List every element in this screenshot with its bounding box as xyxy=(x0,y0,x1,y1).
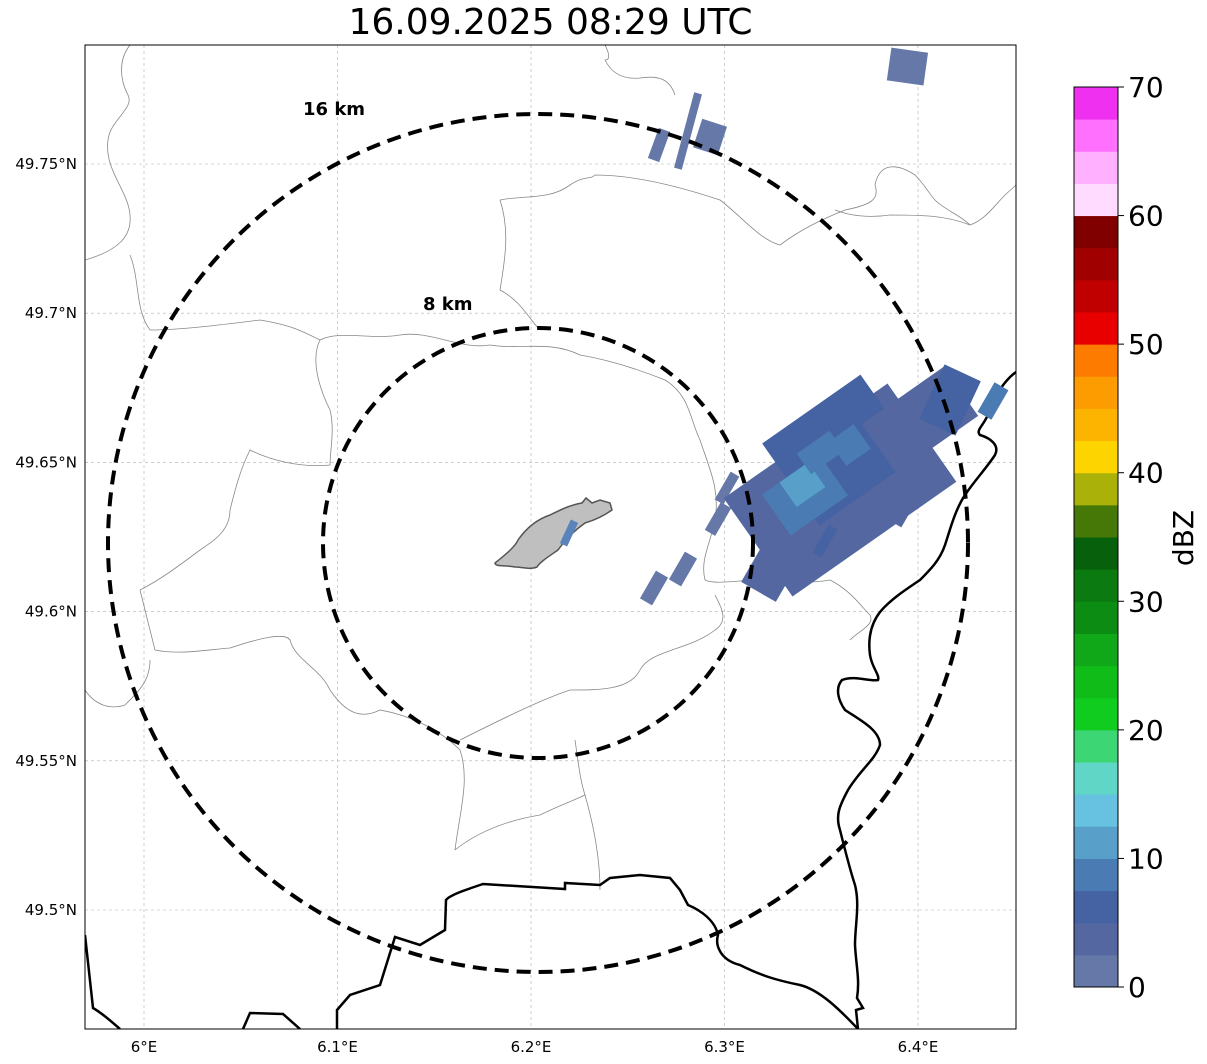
colorbar-segment xyxy=(1074,890,1118,924)
colorbar-segment xyxy=(1074,922,1118,956)
colorbar-tick-label: 60 xyxy=(1128,200,1164,233)
colorbar-tick-label: 40 xyxy=(1128,457,1164,490)
x-tick-label: 6°E xyxy=(131,1038,158,1056)
colorbar-tick-label: 0 xyxy=(1128,971,1146,1004)
colorbar-tick-label: 10 xyxy=(1128,842,1164,875)
y-tick-label: 49.6°N xyxy=(25,603,77,621)
colorbar-segment xyxy=(1074,408,1118,442)
range-ring-16km xyxy=(106,112,970,974)
colorbar-segment xyxy=(1074,601,1118,634)
colorbar-segment xyxy=(1074,504,1118,538)
map-title: 16.09.2025 08:29 UTC xyxy=(348,2,753,43)
colorbar-segment xyxy=(1074,344,1118,377)
y-tick-label: 49.65°N xyxy=(15,453,77,471)
range-rings xyxy=(106,112,970,974)
map-frame xyxy=(84,44,1017,1030)
colorbar-segment xyxy=(1074,665,1118,699)
colorbar-segment xyxy=(1074,247,1118,281)
y-tick-label: 49.7°N xyxy=(25,304,77,322)
colorbar-segment xyxy=(1074,215,1118,249)
x-tick-label: 6.3°E xyxy=(704,1038,745,1056)
country-borders xyxy=(85,370,1016,1029)
x-tick-label: 6.1°E xyxy=(317,1038,358,1056)
colorbar: 0 10 20 30 40 50 60 70 xyxy=(1073,71,1164,1004)
colorbar-segment xyxy=(1074,151,1118,184)
colorbar-tick-label: 50 xyxy=(1128,328,1164,361)
colorbar-segment xyxy=(1074,472,1118,506)
colorbar-tick-label: 70 xyxy=(1128,71,1164,104)
colorbar-segment xyxy=(1074,858,1118,892)
colorbar-segment xyxy=(1074,697,1118,731)
colorbar-segment xyxy=(1074,376,1118,409)
colorbar-label: dBZ xyxy=(1167,510,1200,566)
range-ring-label-8km: 8 km xyxy=(423,294,473,315)
range-ring-label-16km: 16 km xyxy=(303,99,365,120)
colorbar-segment xyxy=(1074,279,1118,313)
colorbar-frame xyxy=(1073,86,1119,988)
colorbar-segment xyxy=(1074,312,1118,345)
colorbar-tick-label: 30 xyxy=(1128,585,1164,618)
radar-site-area xyxy=(494,496,613,570)
colorbar-segment xyxy=(1074,87,1118,120)
map-gridlines xyxy=(85,45,1016,1029)
colorbar-segment xyxy=(1074,762,1118,795)
y-tick-label: 49.55°N xyxy=(15,752,77,770)
colorbar-segment xyxy=(1074,183,1118,217)
colorbar-segment xyxy=(1074,729,1118,763)
colorbar-segment xyxy=(1074,569,1118,602)
colorbar-segment xyxy=(1074,826,1118,859)
colorbar-segment xyxy=(1074,794,1118,827)
x-tick-label: 6.4°E xyxy=(898,1038,939,1056)
colorbar-segment xyxy=(1074,954,1118,988)
y-tick-label: 49.75°N xyxy=(15,155,77,173)
x-tick-labels: 6°E 6.1°E 6.2°E 6.3°E 6.4°E xyxy=(131,1038,939,1056)
y-tick-label: 49.5°N xyxy=(25,901,77,919)
y-tick-labels: 49.5°N 49.55°N 49.6°N 49.65°N 49.7°N 49.75°N xyxy=(15,155,77,919)
colorbar-segment xyxy=(1074,633,1118,667)
radar-echoes xyxy=(559,47,1009,606)
colorbar-tick-label: 20 xyxy=(1128,714,1164,747)
colorbar-segment xyxy=(1074,119,1118,152)
x-tick-label: 6.2°E xyxy=(511,1038,552,1056)
range-ring-8km xyxy=(321,326,755,760)
colorbar-segment xyxy=(1074,440,1118,474)
colorbar-segment xyxy=(1074,537,1118,570)
